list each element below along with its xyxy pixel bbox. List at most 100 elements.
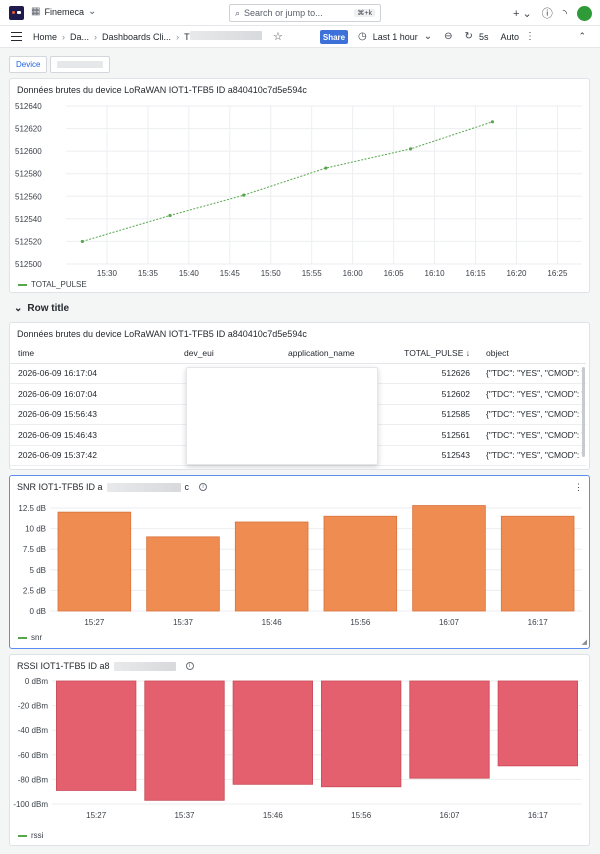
breadcrumb-item[interactable]: Da... [70,31,90,42]
rssi-bar-panel[interactable]: RSSI IOT1-TFB5 ID a8 i 0 dBm -20 dBm -40 d… [9,654,590,846]
redacted-text [106,482,181,492]
x-tick-label: 16:05 [384,269,405,278]
cell-total-pulse: 512626 [390,363,478,384]
top-bar: ▦ Finemeca ⌄ ⌕ Search or jump to... ⌘+k … [0,0,600,26]
x-tick-label: 15:35 [138,269,159,278]
help-icon[interactable]: ⓘ [541,8,553,20]
column-header-total-pulse[interactable]: TOTAL_PULSE ↓ [390,343,478,364]
y-tick-label: -80 dBm [18,775,49,784]
x-tick-label: 15:27 [86,811,107,820]
y-tick-label: 2.5 dB [23,586,46,595]
redaction-overlay [186,367,378,465]
y-tick-label: -40 dBm [18,726,49,735]
refresh-interval[interactable]: 5s [478,31,489,42]
legend-swatch [18,636,27,639]
column-header-application-name[interactable]: application_name [280,343,390,364]
org-switcher[interactable]: ▦ Finemeca ⌄ [31,6,96,17]
search-placeholder: Search or jump to... [244,8,323,18]
snr-bar-panel[interactable]: SNR IOT1-TFB5 ID a c i ⋮ 12.5 dB 10 dB 7.5 … [9,475,590,649]
x-tick-label: 15:37 [173,618,194,627]
rss-icon[interactable]: ◝ [562,7,567,20]
chevron-down-icon: ⌄ [14,303,23,314]
breadcrumb-item[interactable]: T [184,31,262,42]
timeseries-panel[interactable]: Données brutes du device LoRaWAN IOT1-TF… [9,78,590,293]
y-tick-label: 512500 [15,260,42,269]
org-name: Finemeca [44,6,84,17]
cell-object: {"TDC": "YES", "CMOD": " [478,383,586,405]
table-scrollbar[interactable] [582,367,585,457]
bar [321,680,402,788]
avatar[interactable] [577,5,592,21]
zoom-out-icon[interactable]: ⊖ [444,31,453,42]
plus-icon[interactable]: + ⌄ [513,7,532,20]
search-shortcut: ⌘+k [354,9,375,17]
column-header-dev-eui[interactable]: dev_eui [176,343,280,364]
cell-object: {"TDC": "YES", "CMOD": " [478,424,586,446]
x-tick-label: 16:17 [528,618,549,627]
x-tick-label: 16:15 [466,269,487,278]
cell-time: 2026-06-09 15:46:43 [10,424,176,446]
data-point [168,213,172,218]
chart-legend[interactable]: rssi [18,831,43,840]
rssi-bar-chart: 0 dBm -20 dBm -40 dBm -60 dBm -80 dBm -100 dB… [13,677,582,820]
auto-refresh-picker[interactable]: Auto [500,31,519,42]
breadcrumb: Home › Da... › Dashboards Cli... › T [33,31,262,42]
breadcrumb-item[interactable]: Dashboards Cli... [102,31,172,42]
line-chart: 512500 512520 512540 512560 512580 512600 5126… [15,102,582,278]
panel-menu-icon[interactable]: ⋮ [574,482,583,492]
search-input[interactable]: ⌕ Search or jump to... ⌘+k [229,4,381,22]
menu-icon[interactable] [11,32,22,41]
x-tick-label: 16:17 [528,811,549,820]
bar [412,505,486,612]
chart-legend[interactable]: TOTAL_PULSE [18,280,87,289]
data-point [242,193,246,197]
y-tick-label: -100 dBm [13,800,48,809]
y-tick-label: 10 dB [25,525,46,534]
resize-handle-icon[interactable]: ◢ [581,639,587,646]
more-icon[interactable]: ⋮ [524,31,535,42]
bar [234,521,309,612]
y-tick-label: 512520 [15,237,42,246]
series-line-total-pulse [82,121,493,242]
variable-select-device[interactable] [50,56,111,73]
data-point [490,120,495,124]
data-point [408,147,413,151]
legend-swatch [18,283,27,286]
column-header-object[interactable]: object [478,343,586,364]
bar [144,680,225,801]
chevron-right-icon: › [94,31,98,42]
chevron-up-icon[interactable]: ⌃ [578,31,586,41]
data-point [80,239,84,244]
x-tick-label: 15:30 [97,269,118,278]
x-tick-label: 15:56 [351,811,372,820]
y-tick-label: 512540 [15,215,42,224]
x-tick-label: 16:00 [343,269,364,278]
sort-desc-icon: ↓ [465,347,470,358]
chevron-right-icon: › [62,31,66,42]
bar [57,511,132,612]
legend-swatch [18,834,27,837]
y-tick-label: 7.5 dB [23,545,46,554]
x-tick-label: 15:55 [302,269,323,278]
panel-title: Données brutes du device LoRaWAN IOT1-TF… [17,329,307,339]
share-button[interactable]: Share [320,30,348,44]
cell-total-pulse: 512561 [390,424,478,446]
time-range-picker[interactable]: Last 1 hour [372,31,418,42]
cell-total-pulse: 512543 [390,445,478,466]
x-tick-label: 15:50 [261,269,282,278]
y-tick-label: 512580 [15,170,42,179]
refresh-icon[interactable]: ↻ [464,31,473,42]
chart-legend[interactable]: snr [18,633,42,642]
search-icon: ⌕ [235,7,241,18]
column-header-time[interactable]: time [10,343,176,364]
star-icon[interactable]: ☆ [273,31,283,43]
panel-title-suffix: c [184,482,190,492]
info-icon[interactable]: i [199,483,208,491]
y-tick-label: 12.5 dB [18,504,46,513]
x-tick-label: 15:40 [179,269,200,278]
info-icon[interactable]: i [185,662,194,670]
row-header[interactable]: ⌄ Row title [14,303,69,314]
x-tick-label: 16:10 [425,269,446,278]
grafana-logo-icon[interactable] [9,6,24,20]
breadcrumb-home[interactable]: Home [33,31,58,42]
